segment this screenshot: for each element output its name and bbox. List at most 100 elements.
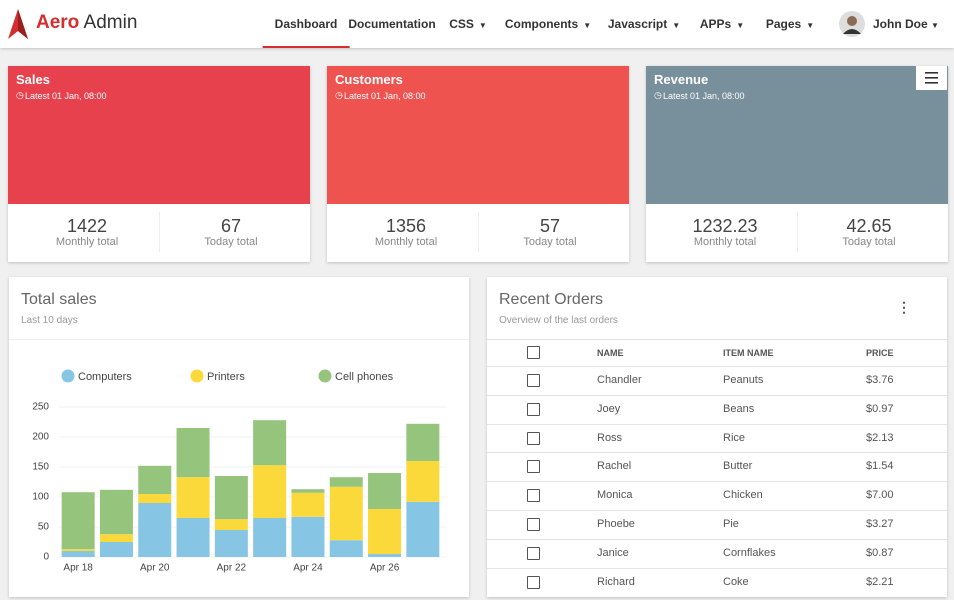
table-cell: $0.97 xyxy=(866,402,894,415)
legend-swatch xyxy=(318,369,332,383)
table-cell: Chandler xyxy=(597,374,642,386)
card-subtitle: Latest 01 Jan, 08:00 xyxy=(663,91,745,101)
caret: ▼ xyxy=(478,21,487,30)
user-name: John Doe xyxy=(873,17,928,31)
table-cell: Ross xyxy=(597,431,623,444)
today-label: Today total xyxy=(204,236,258,248)
stat-card: Sales ◷ Latest 01 Jan, 08:00 1422 Monthly to… xyxy=(8,66,310,262)
today-label: Today total xyxy=(523,236,577,248)
nav-item[interactable]: APPs ▼ xyxy=(700,0,744,48)
panel-title: Recent Orders xyxy=(499,291,604,308)
table-cell: $3.27 xyxy=(866,518,894,530)
nav-item[interactable]: Dashboard xyxy=(262,0,350,48)
table-cell: $7.00 xyxy=(866,489,894,502)
more-button[interactable]: ⋮ xyxy=(897,299,911,315)
table-line xyxy=(487,452,947,454)
table-line xyxy=(487,481,947,483)
checkbox[interactable] xyxy=(527,431,540,445)
clock-icon: ◷ xyxy=(654,90,662,100)
today-label: Today total xyxy=(842,236,896,248)
card-title: Revenue xyxy=(654,72,709,87)
caret: ▼ xyxy=(583,21,592,30)
brand[interactable]: Aero Admin xyxy=(36,12,137,34)
bar xyxy=(329,486,363,541)
checkbox[interactable] xyxy=(527,374,540,387)
checkbox[interactable] xyxy=(527,489,540,503)
avatar[interactable] xyxy=(839,11,865,37)
nav-item[interactable]: CSS ▼ xyxy=(449,0,487,48)
active-underline xyxy=(262,46,350,48)
nav-item[interactable]: Javascript ▼ xyxy=(608,0,680,48)
card-header: Sales ◷ Latest 01 Jan, 08:00 xyxy=(8,66,310,204)
table-line xyxy=(487,538,947,540)
x-tick-label: Apr 26 xyxy=(370,563,400,574)
card-title: Sales xyxy=(16,72,50,87)
table-line xyxy=(487,339,947,340)
table-cell: $2.21 xyxy=(866,575,894,588)
checkbox[interactable] xyxy=(527,402,540,416)
bar xyxy=(214,476,248,520)
bar xyxy=(176,518,210,557)
stat-divider xyxy=(159,212,160,252)
bar xyxy=(176,428,210,478)
column-header: NAME xyxy=(597,348,624,358)
table-cell: $1.54 xyxy=(866,460,894,473)
table-cell: Pie xyxy=(723,518,739,530)
table-cell: Peanuts xyxy=(723,374,764,386)
bar xyxy=(406,461,440,502)
nav-item[interactable]: Pages ▼ xyxy=(766,0,814,48)
checkbox[interactable] xyxy=(527,546,540,560)
user-menu[interactable]: John Doe ▼ xyxy=(873,0,939,48)
nav-label: CSS xyxy=(449,17,474,31)
table-cell: Monica xyxy=(597,489,633,502)
y-tick-label: 200 xyxy=(32,432,49,443)
bar xyxy=(214,530,248,557)
nav-item[interactable]: Components ▼ xyxy=(505,0,591,48)
bar xyxy=(291,516,325,557)
table-cell: Rice xyxy=(723,431,746,444)
menu-button[interactable] xyxy=(916,66,947,90)
bar xyxy=(176,477,210,518)
x-tick-label: Apr 18 xyxy=(63,563,93,574)
divider xyxy=(9,339,469,340)
y-tick-label: 50 xyxy=(38,522,50,533)
stat-card: Customers ◷ Latest 01 Jan, 08:00 1356 Monthl… xyxy=(327,66,629,262)
bar xyxy=(99,534,133,542)
table-cell: Phoebe xyxy=(597,518,635,530)
card-subtitle: Latest 01 Jan, 08:00 xyxy=(25,91,107,101)
legend-label: Computers xyxy=(78,371,132,383)
stat-card: Revenue ◷ Latest 01 Jan, 08:00 1232.23 Month… xyxy=(646,66,948,262)
table-cell: Beans xyxy=(723,402,755,415)
total-sales-panel: Total sales Last 10 days 0 50 100 150 200 250… xyxy=(9,277,469,597)
table-cell: Chicken xyxy=(723,489,763,502)
table-cell: Richard xyxy=(597,575,635,588)
table-cell: Rachel xyxy=(597,460,632,473)
bar xyxy=(253,465,287,518)
today-value: 57 xyxy=(539,216,561,236)
checkbox[interactable] xyxy=(527,518,540,531)
bar xyxy=(329,540,363,557)
checkbox[interactable] xyxy=(527,346,540,359)
x-tick-label: Apr 24 xyxy=(293,563,323,574)
card-header: Customers ◷ Latest 01 Jan, 08:00 xyxy=(327,66,629,204)
bar xyxy=(291,492,325,517)
table-line xyxy=(487,366,947,367)
table-cell: Cornflakes xyxy=(723,546,776,559)
legend-label: Printers xyxy=(207,371,245,383)
stat-divider xyxy=(478,212,479,252)
nav-label: Documentation xyxy=(348,17,436,31)
bar xyxy=(253,518,287,557)
column-header: PRICE xyxy=(866,348,894,358)
bar xyxy=(406,423,440,461)
table-line xyxy=(487,423,947,425)
caret: ▼ xyxy=(931,21,939,30)
bar xyxy=(99,489,133,535)
bar xyxy=(368,554,402,557)
checkbox[interactable] xyxy=(527,460,540,474)
nav-item[interactable]: Documentation xyxy=(348,0,435,48)
y-tick-label: 0 xyxy=(43,552,49,563)
checkbox[interactable] xyxy=(527,575,540,589)
monthly-label: Monthly total xyxy=(55,236,119,248)
table-line xyxy=(487,510,947,511)
